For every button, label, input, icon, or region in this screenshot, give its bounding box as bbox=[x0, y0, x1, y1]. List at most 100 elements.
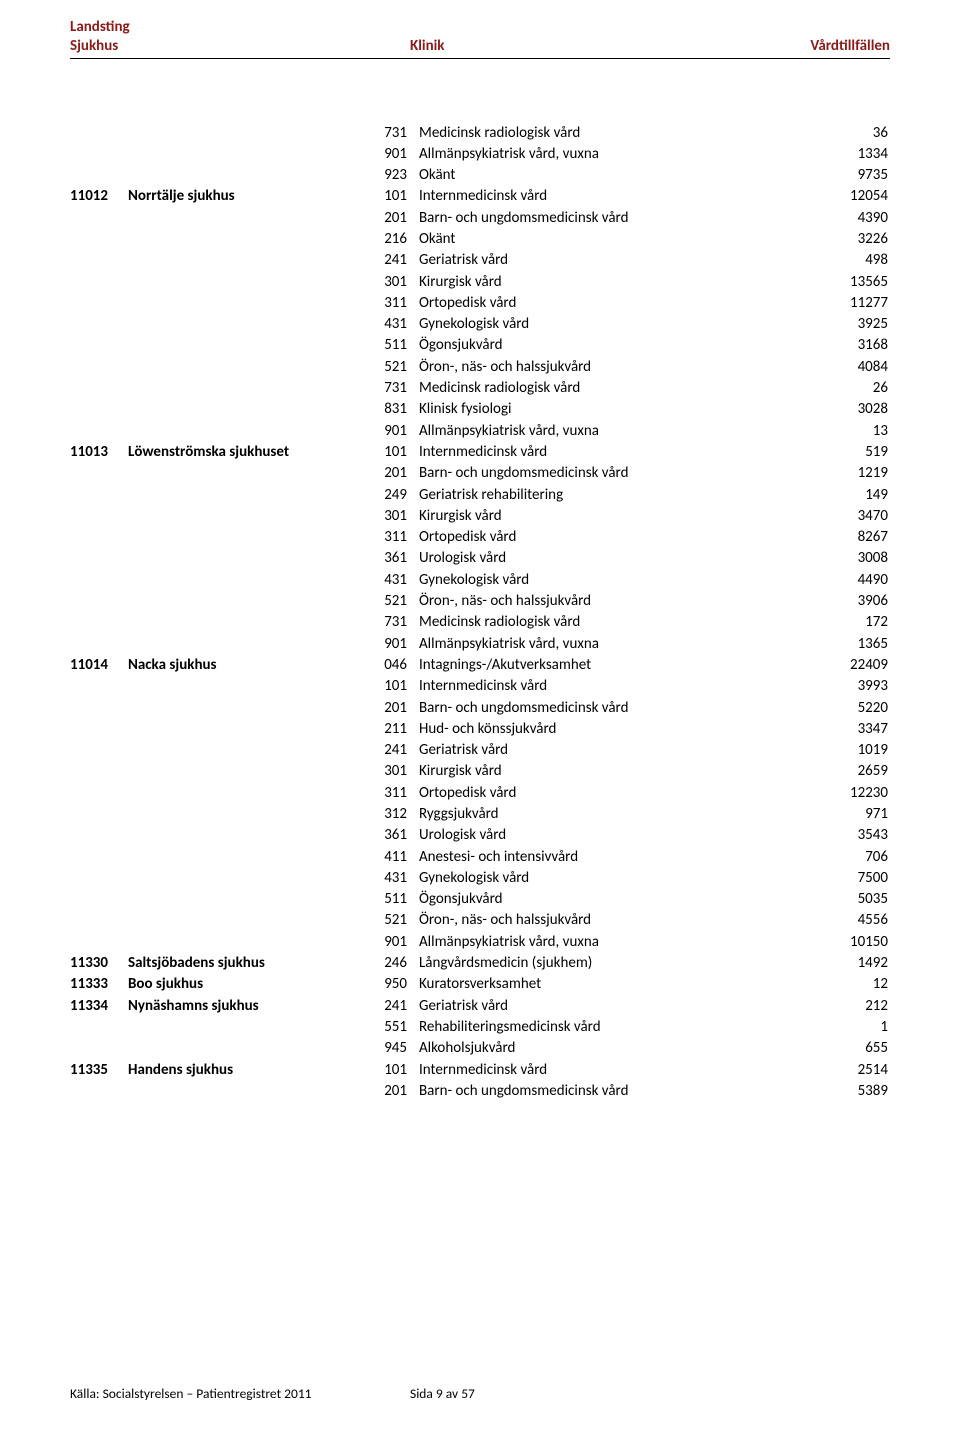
klinik-name: Geriatrisk vård bbox=[419, 250, 755, 271]
table-row: 901Allmänpsykiatrisk vård, vuxna1365 bbox=[70, 634, 890, 655]
klinik-code: 521 bbox=[363, 910, 419, 931]
klinik-name: Ögonsjukvård bbox=[419, 889, 755, 910]
table-row: 923Okänt9735 bbox=[70, 165, 890, 186]
klinik-code: 311 bbox=[363, 293, 419, 314]
vardtillfallen-value: 4490 bbox=[755, 570, 890, 591]
klinik-name: Urologisk vård bbox=[419, 825, 755, 846]
footer-source: Källa: Socialstyrelsen – Patientregistre… bbox=[70, 1385, 410, 1402]
vardtillfallen-value: 1 bbox=[755, 1017, 890, 1038]
table-row: 831Klinisk fysiologi3028 bbox=[70, 399, 890, 420]
klinik-name: Gynekologisk vård bbox=[419, 570, 755, 591]
hospital-code: 11012 bbox=[70, 186, 128, 207]
klinik-code: 101 bbox=[363, 442, 419, 463]
klinik-name: Rehabiliteringsmedicinsk vård bbox=[419, 1017, 755, 1038]
klinik-name: Urologisk vård bbox=[419, 548, 755, 569]
vardtillfallen-value: 4556 bbox=[755, 910, 890, 931]
table-row: 201Barn- och ungdomsmedicinsk vård5220 bbox=[70, 698, 890, 719]
vardtillfallen-value: 12 bbox=[755, 974, 890, 995]
klinik-name: Okänt bbox=[419, 229, 755, 250]
vardtillfallen-value: 12054 bbox=[755, 186, 890, 207]
vardtillfallen-value: 22409 bbox=[755, 655, 890, 676]
klinik-code: 311 bbox=[363, 783, 419, 804]
klinik-name: Ortopedisk vård bbox=[419, 783, 755, 804]
vardtillfallen-value: 3226 bbox=[755, 229, 890, 250]
klinik-code: 731 bbox=[363, 612, 419, 633]
table-row: 201Barn- och ungdomsmedicinsk vård5389 bbox=[70, 1081, 890, 1102]
vardtillfallen-value: 5389 bbox=[755, 1081, 890, 1102]
klinik-code: 431 bbox=[363, 314, 419, 335]
vardtillfallen-value: 1019 bbox=[755, 740, 890, 761]
vardtillfallen-value: 1334 bbox=[755, 144, 890, 165]
hospital-name: Nacka sjukhus bbox=[128, 655, 363, 676]
vardtillfallen-value: 212 bbox=[755, 996, 890, 1017]
klinik-name: Internmedicinsk vård bbox=[419, 186, 755, 207]
table-row: 731Medicinsk radiologisk vård172 bbox=[70, 612, 890, 633]
klinik-code: 411 bbox=[363, 847, 419, 868]
klinik-name: Geriatrisk rehabilitering bbox=[419, 485, 755, 506]
vardtillfallen-value: 11277 bbox=[755, 293, 890, 314]
table-row: 901Allmänpsykiatrisk vård, vuxna1334 bbox=[70, 144, 890, 165]
klinik-name: Hud- och könssjukvård bbox=[419, 719, 755, 740]
klinik-code: 511 bbox=[363, 889, 419, 910]
vardtillfallen-value: 10150 bbox=[755, 932, 890, 953]
klinik-code: 301 bbox=[363, 272, 419, 293]
table-row: 216Okänt3226 bbox=[70, 229, 890, 250]
hospital-code: 11335 bbox=[70, 1060, 128, 1081]
table-row: 201Barn- och ungdomsmedicinsk vård1219 bbox=[70, 463, 890, 484]
klinik-code: 312 bbox=[363, 804, 419, 825]
vardtillfallen-value: 1219 bbox=[755, 463, 890, 484]
klinik-name: Klinisk fysiologi bbox=[419, 399, 755, 420]
table-row: 301Kirurgisk vård3470 bbox=[70, 506, 890, 527]
klinik-name: Barn- och ungdomsmedicinsk vård bbox=[419, 698, 755, 719]
klinik-code: 216 bbox=[363, 229, 419, 250]
klinik-code: 241 bbox=[363, 250, 419, 271]
table-row: 431Gynekologisk vård4490 bbox=[70, 570, 890, 591]
hospital-name: Handens sjukhus bbox=[128, 1060, 363, 1081]
klinik-name: Öron-, näs- och halssjukvård bbox=[419, 591, 755, 612]
vardtillfallen-value: 2659 bbox=[755, 761, 890, 782]
table-row: 431Gynekologisk vård7500 bbox=[70, 868, 890, 889]
table-row: 311Ortopedisk vård8267 bbox=[70, 527, 890, 548]
table-row: 211Hud- och könssjukvård3347 bbox=[70, 719, 890, 740]
klinik-name: Intagnings-/Akutverksamhet bbox=[419, 655, 755, 676]
vardtillfallen-value: 5220 bbox=[755, 698, 890, 719]
table-row: 11334Nynäshamns sjukhus241Geriatrisk vår… bbox=[70, 996, 890, 1017]
klinik-code: 101 bbox=[363, 1060, 419, 1081]
klinik-code: 201 bbox=[363, 698, 419, 719]
table-row: 11012Norrtälje sjukhus101Internmedicinsk… bbox=[70, 186, 890, 207]
table-row: 551Rehabiliteringsmedicinsk vård1 bbox=[70, 1017, 890, 1038]
vardtillfallen-value: 1492 bbox=[755, 953, 890, 974]
vardtillfallen-value: 13565 bbox=[755, 272, 890, 293]
klinik-name: Okänt bbox=[419, 165, 755, 186]
table-row: 201Barn- och ungdomsmedicinsk vård4390 bbox=[70, 208, 890, 229]
klinik-name: Kirurgisk vård bbox=[419, 761, 755, 782]
klinik-code: 101 bbox=[363, 676, 419, 697]
vardtillfallen-value: 5035 bbox=[755, 889, 890, 910]
klinik-code: 301 bbox=[363, 506, 419, 527]
footer-page-number: Sida 9 av 57 bbox=[410, 1385, 890, 1402]
hospital-code: 11013 bbox=[70, 442, 128, 463]
klinik-code: 361 bbox=[363, 825, 419, 846]
hospital-code: 11330 bbox=[70, 953, 128, 974]
klinik-code: 901 bbox=[363, 144, 419, 165]
table-row: 511Ögonsjukvård5035 bbox=[70, 889, 890, 910]
page: Landsting Sjukhus Klinik Vårdtillfällen … bbox=[0, 0, 960, 1442]
table-row: 11330Saltsjöbadens sjukhus246Långvårdsme… bbox=[70, 953, 890, 974]
vardtillfallen-value: 12230 bbox=[755, 783, 890, 804]
klinik-name: Kirurgisk vård bbox=[419, 506, 755, 527]
klinik-name: Anestesi- och intensivvård bbox=[419, 847, 755, 868]
vardtillfallen-value: 149 bbox=[755, 485, 890, 506]
klinik-name: Alkoholsjukvård bbox=[419, 1038, 755, 1059]
header-sjukhus: Sjukhus bbox=[70, 37, 410, 56]
klinik-name: Internmedicinsk vård bbox=[419, 676, 755, 697]
vardtillfallen-value: 4390 bbox=[755, 208, 890, 229]
klinik-name: Öron-, näs- och halssjukvård bbox=[419, 357, 755, 378]
klinik-name: Allmänpsykiatrisk vård, vuxna bbox=[419, 932, 755, 953]
vardtillfallen-value: 172 bbox=[755, 612, 890, 633]
vardtillfallen-value: 4084 bbox=[755, 357, 890, 378]
klinik-name: Internmedicinsk vård bbox=[419, 1060, 755, 1081]
klinik-name: Kirurgisk vård bbox=[419, 272, 755, 293]
klinik-code: 731 bbox=[363, 123, 419, 144]
klinik-code: 431 bbox=[363, 868, 419, 889]
table-row: 241Geriatrisk vård498 bbox=[70, 250, 890, 271]
